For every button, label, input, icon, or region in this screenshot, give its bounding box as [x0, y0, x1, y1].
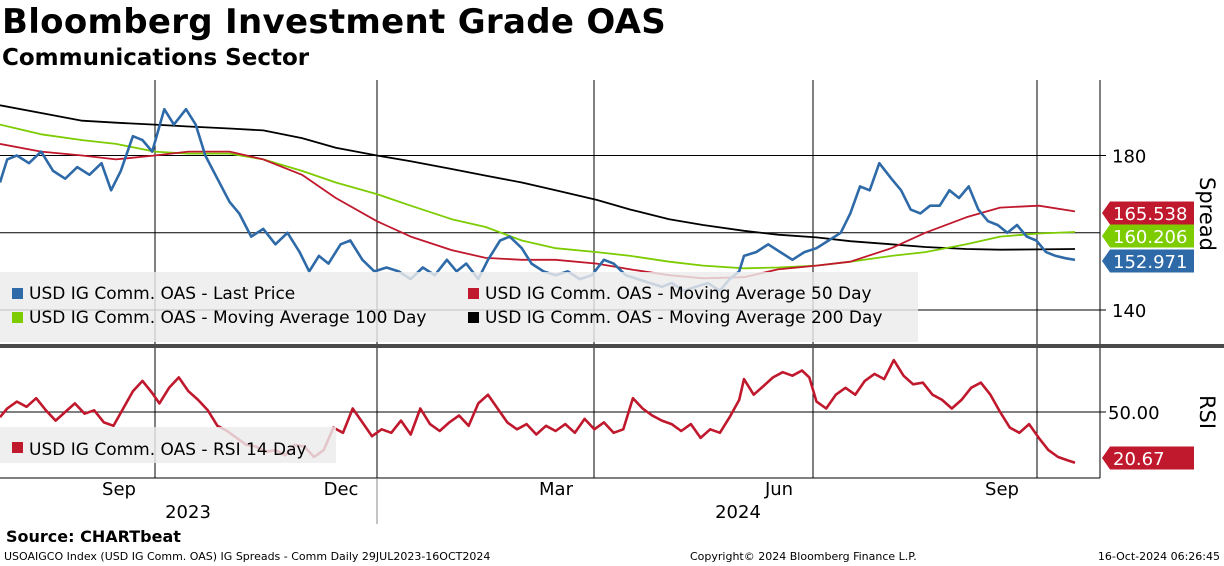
x-tick-label: Jun — [764, 479, 793, 500]
series-line-ma100 — [0, 123, 1076, 270]
legend-swatch — [12, 288, 23, 299]
legend-label: USD IG Comm. OAS - Moving Average 100 Da… — [29, 308, 426, 328]
panel-separator — [0, 344, 1224, 348]
last-value-label: 160.206 — [1113, 227, 1187, 248]
legend-label: USD IG Comm. OAS - RSI 14 Day — [29, 440, 307, 460]
year-label: 2024 — [715, 502, 761, 523]
x-tick-label: Mar — [539, 479, 574, 500]
source-note: Source: CHARTbeat — [6, 527, 181, 546]
series-line-rsi — [0, 358, 1076, 464]
last-value-tag — [1102, 446, 1194, 470]
last-value-tag — [1102, 249, 1194, 273]
x-tick-label: Dec — [324, 479, 359, 500]
y-tick-label: 50.00 — [1108, 403, 1160, 424]
legend-swatch — [12, 312, 23, 323]
series-line-ma50 — [0, 143, 1076, 280]
last-value-label: 152.971 — [1113, 252, 1187, 273]
last-value-tag — [1102, 224, 1194, 248]
y-tick-label: 140 — [1112, 301, 1146, 322]
rsi-legend-box — [0, 427, 336, 463]
legend-label: USD IG Comm. OAS - Last Price — [29, 284, 295, 304]
chart-subtitle: Communications Sector — [2, 45, 310, 71]
legend-swatch — [12, 442, 23, 453]
last-value-tag — [1102, 201, 1194, 225]
y-axis-title: RSI — [1195, 395, 1219, 429]
legend-label: USD IG Comm. OAS - Moving Average 50 Day — [485, 284, 872, 304]
last-value-label: 20.67 — [1113, 449, 1165, 470]
footer-copyright: Copyright© 2024 Bloomberg Finance L.P. — [690, 550, 917, 563]
chart-title: Bloomberg Investment Grade OAS — [2, 2, 667, 42]
footer-timestamp: 16-Oct-2024 06:26:45 — [1097, 550, 1220, 563]
legend-swatch — [468, 312, 479, 323]
legend-swatch — [468, 288, 479, 299]
spread-legend-box — [0, 272, 918, 342]
x-tick-label: Sep — [985, 479, 1019, 500]
legend-label: USD IG Comm. OAS - Moving Average 200 Da… — [485, 308, 882, 328]
x-tick-label: Sep — [102, 479, 136, 500]
last-value-label: 165.538 — [1113, 204, 1187, 225]
year-label: 2023 — [165, 502, 211, 523]
y-tick-label: 180 — [1112, 147, 1146, 168]
footer-index-info: USOAIGCO Index (USD IG Comm. OAS) IG Spr… — [4, 550, 491, 563]
y-axis-title: Spread — [1195, 177, 1219, 251]
